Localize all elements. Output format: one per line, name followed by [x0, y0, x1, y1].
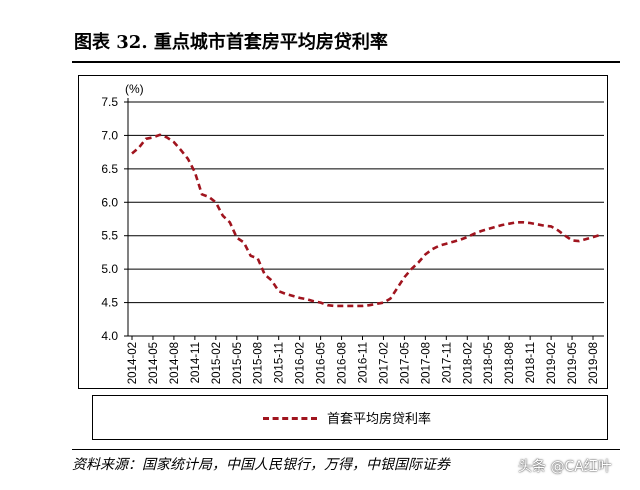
- x-tick-label: 2014-08: [169, 342, 181, 384]
- x-tick-label: 2018-08: [504, 342, 516, 384]
- x-tick-label: 2019-05: [567, 342, 579, 384]
- x-tick-label: 2016-11: [358, 342, 370, 383]
- x-tick-label: 2015-02: [211, 342, 223, 384]
- y-tick-labels: 4.0 4.5 5.0 5.5 6.0 6.5 7.0 7.5: [101, 95, 118, 343]
- x-tick-label: 2016-08: [337, 342, 349, 384]
- y-tick-label: 6.5: [101, 162, 118, 176]
- y-tick-label: 5.0: [101, 262, 118, 276]
- x-tick-label: 2017-05: [399, 342, 411, 384]
- legend-swatch-dashed-line: [263, 417, 317, 420]
- x-tick-label: 2015-11: [274, 342, 286, 383]
- grid-lines: [128, 101, 604, 304]
- y-tick-label: 5.5: [101, 229, 118, 243]
- footer-divider: [72, 449, 620, 450]
- x-tick-label: 2017-11: [441, 342, 453, 383]
- source-note: 资料来源：国家统计局，中国人民银行，万得，中银国际证券: [72, 457, 450, 473]
- title-divider: [72, 61, 620, 63]
- legend: 首套平均房贷利率: [92, 395, 608, 440]
- x-tick-label: 2014-05: [148, 342, 160, 384]
- x-tick-label: 2015-08: [253, 342, 265, 384]
- series-lines: [131, 133, 601, 308]
- x-tick-label: 2016-05: [316, 342, 328, 384]
- x-tick-label: 2018-02: [462, 342, 474, 384]
- x-tick-label: 2019-02: [546, 342, 558, 384]
- chart-frame: [78, 75, 608, 389]
- x-tick-label: 2018-05: [483, 342, 495, 384]
- x-tick-label: 2016-02: [295, 342, 307, 384]
- x-tick-label: 2019-08: [588, 342, 600, 384]
- y-tick-label: 7.0: [101, 128, 118, 142]
- y-tick-label: 6.0: [101, 195, 118, 209]
- x-tick-label: 2015-05: [232, 342, 244, 384]
- x-tick-label: 2014-02: [127, 342, 139, 384]
- x-tick-labels: 2014-02 2014-05 2014-08 2014-11 2015-02 2015-…: [127, 342, 600, 384]
- x-tick-label: 2017-08: [420, 342, 432, 384]
- y-tick-label: 4.5: [101, 296, 118, 310]
- legend-label: 首套平均房贷利率: [327, 412, 432, 427]
- x-tick-label: 2017-02: [378, 342, 390, 384]
- chart-title: 图表 32. 重点城市首套房平均房贷利率: [74, 32, 388, 53]
- watermark: 头条 @CA红叶: [518, 459, 612, 475]
- y-axis-unit-label: (%): [125, 82, 144, 96]
- y-tick-label: 4.0: [101, 329, 118, 343]
- x-tick-label: 2018-11: [525, 342, 537, 383]
- x-tick-label: 2014-11: [190, 342, 202, 383]
- series-line: [131, 133, 601, 308]
- y-tick-label: 7.5: [101, 95, 118, 109]
- axes: [124, 98, 604, 340]
